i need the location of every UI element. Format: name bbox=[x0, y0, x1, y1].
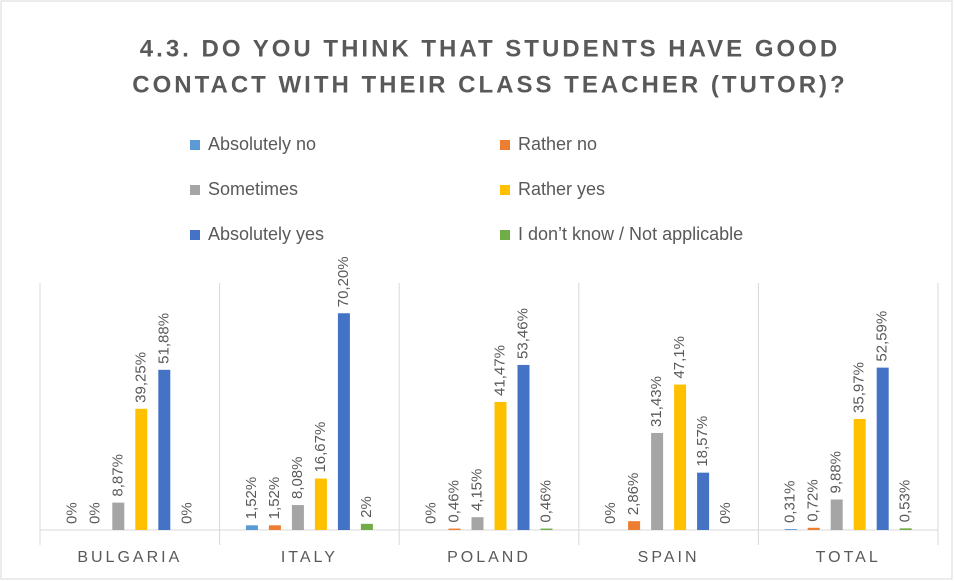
data-label: 31,43% bbox=[648, 376, 665, 427]
x-tick-label: TOTAL bbox=[816, 549, 881, 566]
legend-label: Rather yes bbox=[518, 179, 605, 199]
chart-title: 4.3. DO YOU THINK THAT STUDENTS HAVE GOO… bbox=[140, 35, 840, 62]
bar bbox=[651, 432, 664, 530]
bar bbox=[448, 528, 461, 530]
data-label: 41,47% bbox=[491, 345, 508, 396]
bar bbox=[158, 369, 171, 530]
data-label: 16,67% bbox=[312, 422, 329, 473]
data-label: 39,25% bbox=[132, 352, 149, 403]
data-label: 1,52% bbox=[266, 477, 283, 520]
bar bbox=[853, 418, 866, 530]
legend-label: Sometimes bbox=[208, 179, 298, 199]
bar bbox=[540, 528, 553, 530]
data-label: 8,08% bbox=[289, 457, 306, 500]
legend-label: Absolutely no bbox=[208, 134, 316, 154]
bar bbox=[697, 472, 710, 530]
legend-swatch bbox=[190, 140, 200, 150]
legend-swatch bbox=[190, 230, 200, 240]
data-label: 4,15% bbox=[468, 469, 485, 512]
data-label: 8,87% bbox=[109, 454, 126, 497]
data-label: 2% bbox=[358, 496, 375, 518]
data-label: 18,57% bbox=[694, 416, 711, 467]
bar bbox=[494, 401, 507, 530]
bar bbox=[899, 528, 912, 530]
bar bbox=[291, 505, 304, 530]
bar bbox=[628, 521, 641, 530]
bar bbox=[268, 525, 281, 530]
bar bbox=[360, 523, 373, 530]
data-label: 35,97% bbox=[851, 362, 868, 413]
legend-swatch bbox=[500, 185, 510, 195]
data-label: 9,88% bbox=[828, 451, 845, 494]
bar bbox=[471, 517, 484, 530]
data-label: 0,46% bbox=[445, 480, 462, 523]
bar bbox=[135, 408, 148, 530]
data-label: 0% bbox=[717, 502, 734, 524]
data-label: 0,72% bbox=[805, 479, 822, 522]
data-label: 0% bbox=[86, 502, 103, 524]
x-tick-label: SPAIN bbox=[638, 549, 700, 566]
bar bbox=[337, 313, 350, 530]
bar bbox=[807, 527, 820, 530]
bar bbox=[830, 499, 843, 530]
bar bbox=[314, 478, 327, 530]
legend-swatch bbox=[500, 140, 510, 150]
legend-label: Absolutely yes bbox=[208, 224, 324, 244]
data-label: 51,88% bbox=[155, 313, 172, 364]
x-tick-label: BULGARIA bbox=[77, 549, 182, 566]
bar bbox=[517, 364, 530, 530]
data-label: 0% bbox=[602, 502, 619, 524]
data-label: 0% bbox=[178, 502, 195, 524]
data-label: 70,20% bbox=[335, 256, 352, 307]
x-tick-label: POLAND bbox=[447, 549, 531, 566]
legend-swatch bbox=[500, 230, 510, 240]
bar bbox=[112, 502, 125, 530]
data-label: 53,46% bbox=[514, 308, 531, 359]
data-label: 0,46% bbox=[537, 480, 554, 523]
legend-label: I don’t know / Not applicable bbox=[518, 224, 743, 244]
data-label: 47,1% bbox=[671, 336, 688, 379]
bar bbox=[784, 529, 797, 530]
x-tick-label: ITALY bbox=[281, 549, 338, 566]
data-label: 0% bbox=[63, 502, 80, 524]
data-label: 0% bbox=[422, 502, 439, 524]
data-label: 0,53% bbox=[897, 480, 914, 523]
bar bbox=[245, 525, 258, 530]
data-label: 52,59% bbox=[874, 311, 891, 362]
legend-swatch bbox=[190, 185, 200, 195]
data-label: 2,86% bbox=[625, 473, 642, 516]
bar bbox=[674, 384, 687, 530]
chart-title: CONTACT WITH THEIR CLASS TEACHER (TUTOR)… bbox=[132, 71, 847, 98]
data-label: 0,31% bbox=[782, 480, 799, 523]
data-label: 1,52% bbox=[243, 477, 260, 520]
legend-label: Rather no bbox=[518, 134, 597, 154]
bar bbox=[876, 367, 889, 530]
